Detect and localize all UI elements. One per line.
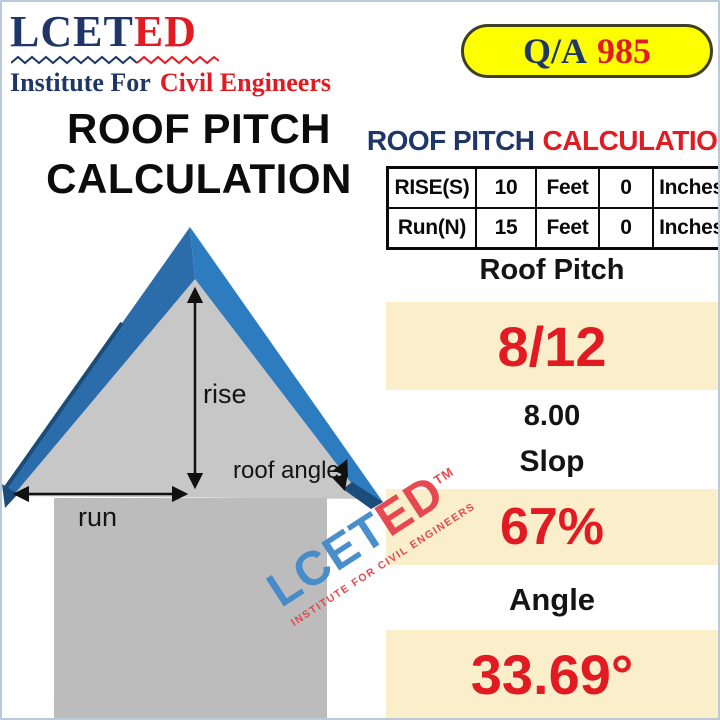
- qa-number: 985: [597, 31, 651, 71]
- logo-subtitle-civil: Civil Engineers: [159, 68, 331, 97]
- watermark-text-lcet: LCET: [258, 502, 396, 618]
- calculation-table: RISE(S) 10 Feet 0 Inches Run(N) 15 Feet …: [386, 166, 718, 250]
- page-title-line1: ROOF PITCH: [67, 105, 331, 152]
- roof-angle-label: roof angle: [233, 457, 340, 484]
- table-cell: Run(N): [386, 207, 477, 250]
- table-cell: 10: [475, 166, 537, 209]
- logo-text-lcet: LCET: [10, 7, 134, 56]
- angle-value: 33.69°: [386, 630, 718, 718]
- qa-label: Q/A: [522, 31, 587, 71]
- roof-pitch-value: 8/12: [386, 302, 718, 390]
- right-eave-fascia: [343, 482, 383, 509]
- lceted-logo: LCETED Institute For Civil Engineers: [10, 10, 331, 98]
- panel-title-red: CALCULATION: [542, 125, 720, 156]
- gable-face: [12, 278, 376, 499]
- panel-title-blue: ROOF PITCH: [366, 125, 535, 156]
- roof-edge-shadow: [2, 321, 124, 492]
- left-eave-tip: [2, 484, 18, 508]
- logo-subtitle-institute: Institute For: [10, 68, 151, 97]
- roof-left-slope: [4, 227, 195, 497]
- logo-text-ed: ED: [133, 7, 197, 56]
- logo-subtitle: Institute For Civil Engineers: [10, 68, 331, 98]
- roof-angle-arrow: [332, 459, 348, 492]
- slope-value: 67%: [386, 489, 718, 565]
- table-cell: Feet: [535, 166, 600, 209]
- page-title: ROOF PITCH CALCULATION: [16, 104, 382, 205]
- zigzag-underline-icon: [11, 55, 219, 65]
- table-cell: 0: [598, 166, 654, 209]
- rise-label: rise: [203, 379, 247, 409]
- angle-label: Angle: [508, 582, 596, 617]
- page-title-line2: CALCULATION: [46, 155, 352, 203]
- roof-pitch-label: Roof Pitch: [479, 254, 625, 286]
- table-cell: 15: [475, 207, 537, 250]
- table-cell: Feet: [535, 207, 600, 250]
- qa-number-badge: Q/A 985: [461, 24, 713, 78]
- table-row: RISE(S) 10 Feet 0 Inches: [386, 166, 718, 209]
- house-wall: [54, 498, 327, 718]
- table-cell: Inches: [652, 207, 718, 250]
- panel-title: ROOF PITCH CALCULATION: [367, 122, 720, 160]
- roof-diagram: rise run roof angle: [2, 227, 383, 718]
- roof-right-slope: [190, 227, 383, 509]
- slope-label: Slop: [519, 445, 585, 478]
- table-cell: Inches: [652, 166, 718, 209]
- run-label: run: [78, 502, 117, 532]
- table-cell: RISE(S): [386, 166, 477, 209]
- logo-wordmark: LCETED: [10, 10, 331, 54]
- pitch-decimal-value: 8.00: [523, 400, 581, 432]
- table-cell: 0: [598, 207, 654, 250]
- table-row: Run(N) 15 Feet 0 Inches: [386, 207, 718, 250]
